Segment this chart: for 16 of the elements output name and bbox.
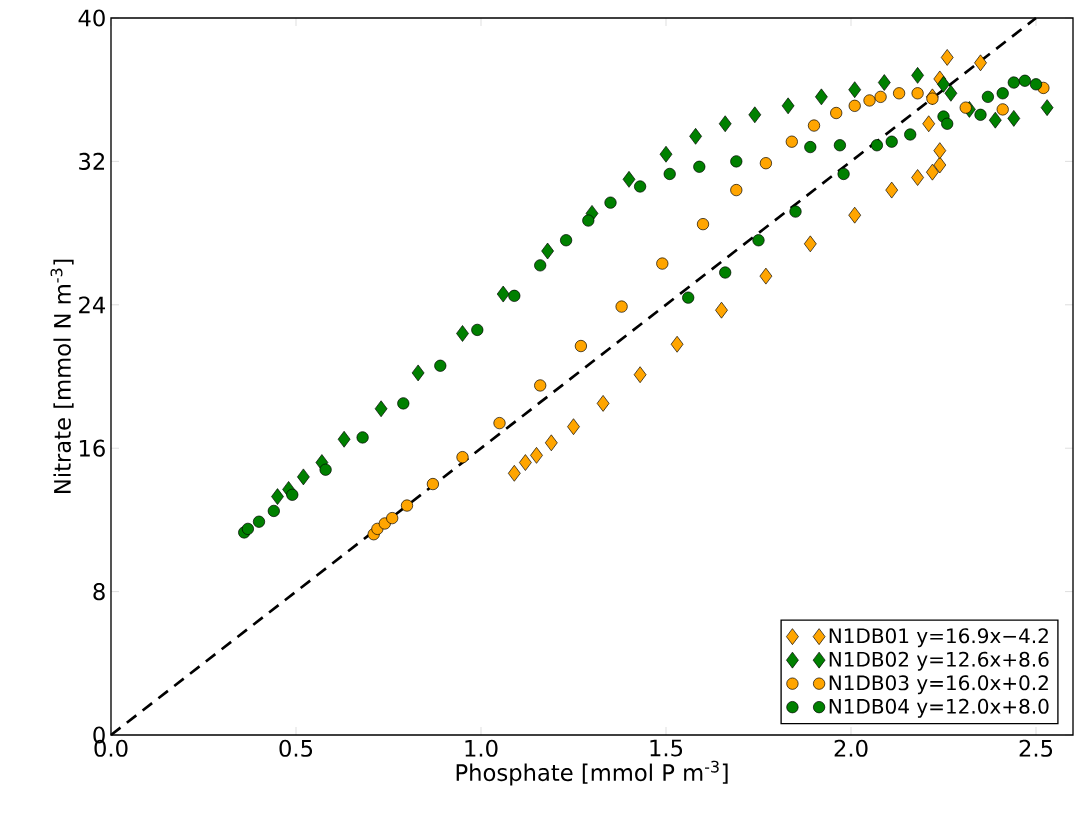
y-tick-label: 8 <box>93 583 105 601</box>
x-tick-label: 0.5 <box>279 739 313 757</box>
legend-label: N1DB04 y=12.0x+8.0 <box>829 698 1049 718</box>
x-tick-label: 1.0 <box>465 739 498 757</box>
y-axis-title: Nitrate [mmol N m$^{-3}$] <box>50 259 74 493</box>
legend-label: N1DB02 y=12.6x+8.6 <box>829 651 1049 671</box>
y-tick-label: 24 <box>79 296 106 314</box>
legend-label: N1DB03 y=16.0x+0.2 <box>829 675 1048 695</box>
x-tick-label: 2.5 <box>1019 739 1053 757</box>
x-axis-title: Phosphate [mmol P m$^{-3}$] <box>456 760 728 786</box>
y-tick-label: 32 <box>79 152 105 170</box>
x-tick-label: 2.0 <box>834 739 868 757</box>
y-tick-label: 40 <box>78 9 105 27</box>
x-tick-label: 1.5 <box>650 739 683 757</box>
legend-label: N1DB01 y=16.9x−4.2 <box>829 628 1048 648</box>
y-tick-label: 16 <box>79 439 105 457</box>
